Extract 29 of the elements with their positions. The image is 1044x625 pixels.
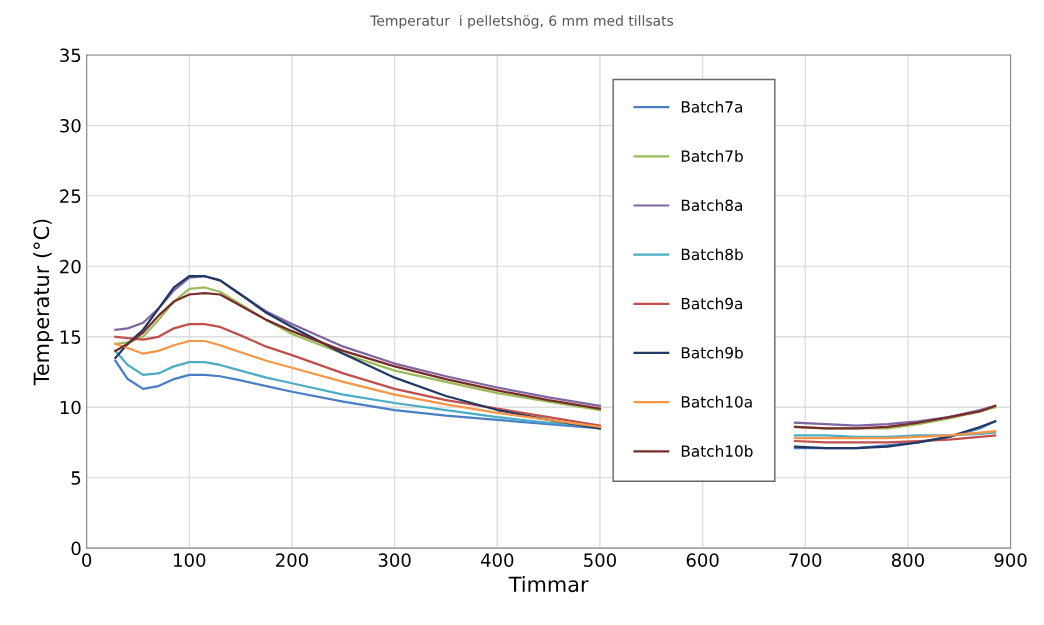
legend-label: Batch8b bbox=[681, 248, 743, 261]
y-axis-title: Temperatur (°C) bbox=[33, 219, 54, 386]
legend-label: Batch10b bbox=[681, 445, 753, 457]
legend-label: Batch9b bbox=[681, 346, 743, 359]
legend-label: Batch9a bbox=[681, 297, 742, 310]
x-tick-label: 400 bbox=[480, 553, 514, 567]
x-tick-label: 800 bbox=[891, 553, 924, 567]
legend-label: Batch8a bbox=[681, 199, 742, 212]
y-tick-label: 20 bbox=[60, 259, 81, 274]
y-tick-label: 0 bbox=[71, 541, 81, 556]
y-tick-label: 15 bbox=[60, 330, 81, 344]
x-tick-label: 0 bbox=[82, 553, 92, 567]
x-tick-label: 600 bbox=[686, 553, 719, 567]
chart-title: Temperatur i pelletshög, 6 mm med tillsats bbox=[370, 15, 674, 29]
y-tick-label: 25 bbox=[60, 189, 81, 204]
x-tick-label: 200 bbox=[276, 553, 308, 567]
x-tick-label: 900 bbox=[994, 553, 1027, 567]
x-tick-label: 100 bbox=[174, 553, 206, 567]
y-tick-label: 5 bbox=[71, 471, 81, 485]
legend-label: Batch7a bbox=[681, 100, 742, 113]
legend-label: Batch7b bbox=[681, 150, 743, 162]
x-tick-label: 700 bbox=[789, 553, 822, 567]
y-tick-label: 35 bbox=[60, 48, 81, 63]
y-tick-label: 10 bbox=[60, 400, 81, 415]
x-tick-label: 500 bbox=[584, 553, 616, 567]
y-tick-label: 30 bbox=[60, 118, 81, 133]
x-axis-title: Timmar bbox=[508, 576, 589, 593]
legend-label: Batch10a bbox=[681, 395, 752, 408]
x-tick-label: 300 bbox=[378, 553, 411, 567]
